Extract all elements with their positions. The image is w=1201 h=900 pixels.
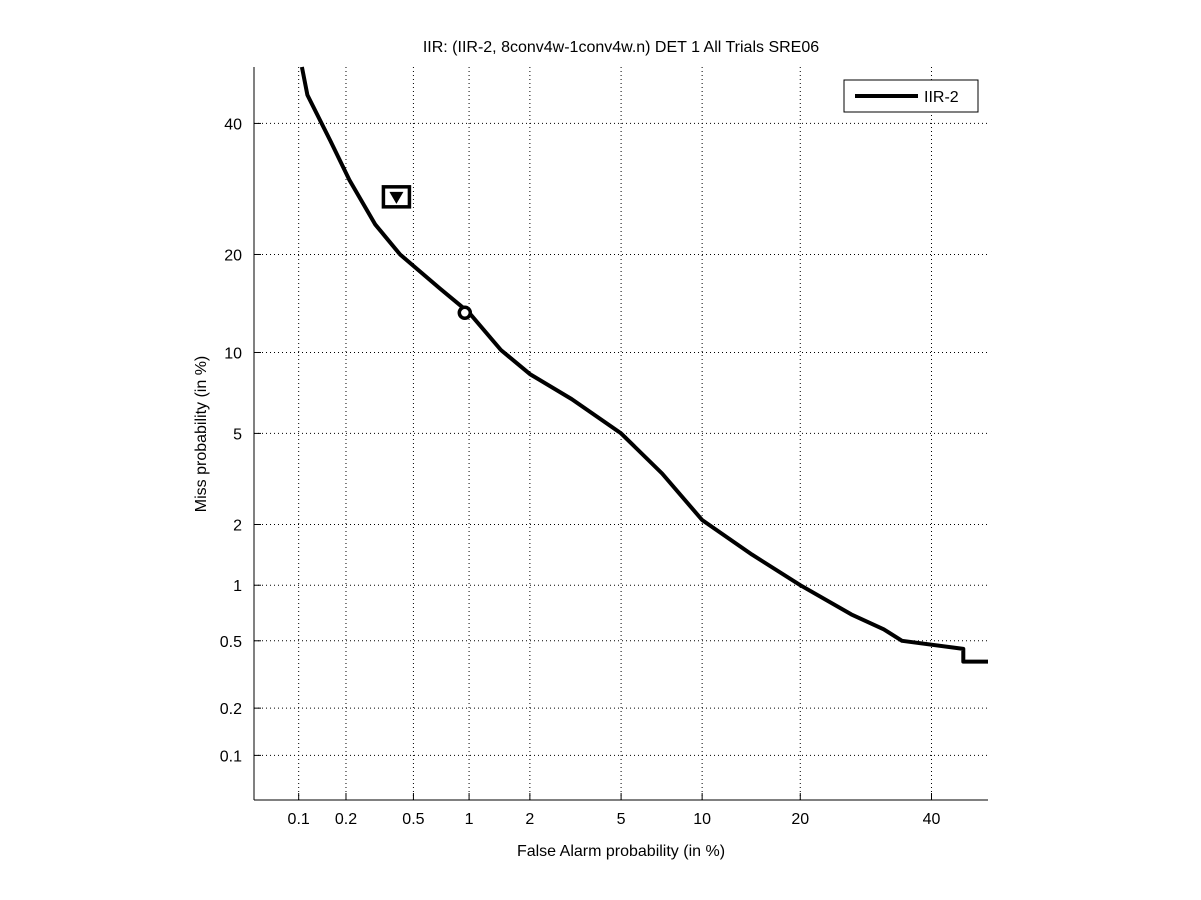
x-axis-label: False Alarm probability (in %) <box>517 843 725 860</box>
x-tick-label: 40 <box>923 811 941 828</box>
series <box>299 66 988 664</box>
x-tick-label: 2 <box>525 811 534 828</box>
x-tick-label: 1 <box>465 811 474 828</box>
legend: IIR-2 <box>843 79 979 113</box>
tick-labels: 0.1 0.2 0.5 1 2 5 10 20 40 0.1 0.2 0.5 1 2 5 10 20 40 <box>220 116 941 828</box>
y-tick-label: 10 <box>224 345 242 362</box>
det-curve-iir-2 <box>299 66 988 664</box>
y-tick-label: 20 <box>224 247 242 264</box>
y-tick-label: 1 <box>233 578 242 595</box>
y-tick-label: 0.2 <box>220 701 242 718</box>
x-tick-label: 0.2 <box>335 811 357 828</box>
x-tick-label: 0.1 <box>288 811 310 828</box>
min-dcf-circle-marker <box>457 305 473 320</box>
markers <box>381 185 473 320</box>
axes <box>253 67 988 801</box>
y-tick-label: 5 <box>233 426 242 443</box>
x-tick-label: 0.5 <box>402 811 424 828</box>
x-tick-label: 20 <box>791 811 809 828</box>
x-tick-label: 10 <box>693 811 711 828</box>
chart-title: IIR: (IIR-2, 8conv4w-1conv4w.n) DET 1 Al… <box>423 39 819 56</box>
x-tick-label: 5 <box>617 811 626 828</box>
y-tick-label: 2 <box>233 517 242 534</box>
y-tick-label: 40 <box>224 116 242 133</box>
legend-entry: IIR-2 <box>924 89 959 106</box>
y-tick-label: 0.5 <box>220 634 242 651</box>
y-tick-label: 0.1 <box>220 748 242 765</box>
y-axis-label: Miss probability (in %) <box>193 356 210 512</box>
actual-dcf-triangle-marker <box>389 191 404 204</box>
